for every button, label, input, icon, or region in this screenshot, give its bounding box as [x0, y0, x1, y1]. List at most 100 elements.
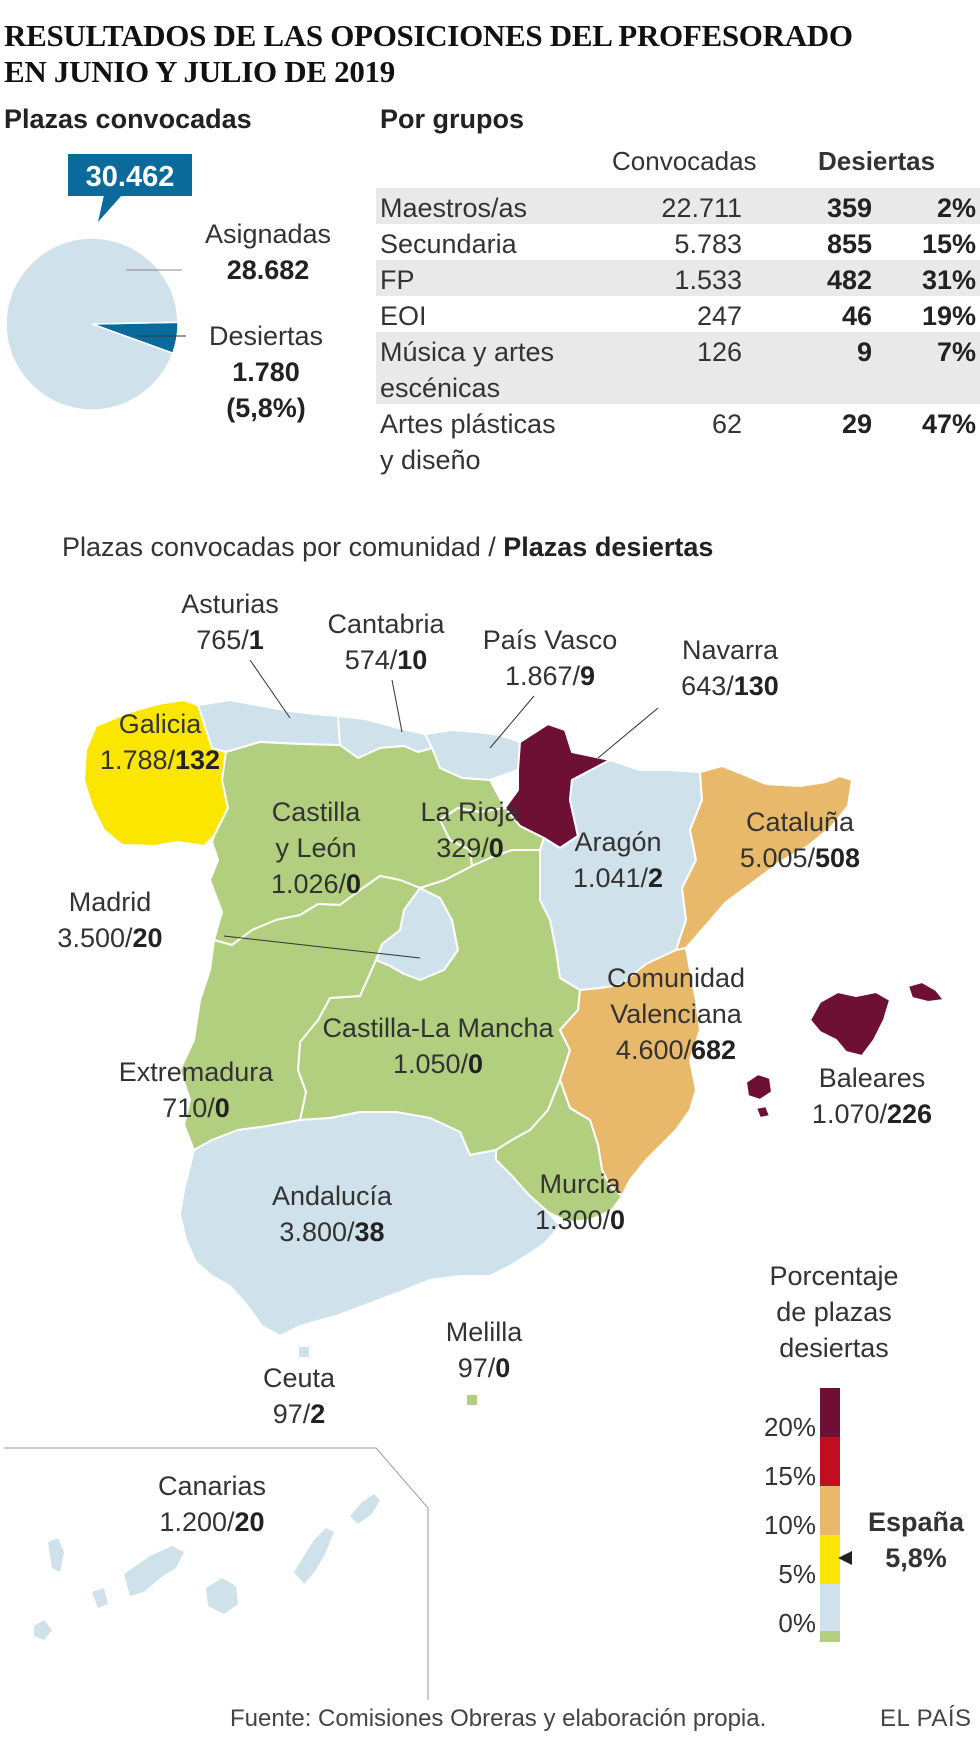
spain-marker-value: 5,8% — [885, 1543, 947, 1573]
region-conv: 1.200 — [159, 1507, 227, 1537]
table-row: EOI 247 46 19% — [376, 296, 980, 332]
row-convocadas: 22.711 — [661, 193, 742, 223]
region-conv: 97 — [457, 1353, 488, 1383]
region-name: Castilla — [271, 797, 361, 827]
leader-pais-vasco — [489, 695, 535, 749]
region-des: 682 — [691, 1035, 737, 1065]
region-des: 2 — [648, 863, 664, 893]
region-name: País Vasco — [482, 625, 618, 655]
region-murcia — [495, 1079, 623, 1223]
label-asturias: Asturias 765/1 — [150, 586, 310, 658]
label-valencia: Comunidad Valenciana 4.600/682 — [584, 960, 768, 1068]
region-des: 226 — [887, 1099, 933, 1129]
row-desiertas: 29 — [841, 409, 872, 439]
region-name: Cantabria — [327, 609, 445, 639]
legend-swatch-5-10 — [820, 1535, 840, 1584]
label-aragon: Aragón 1.041/2 — [548, 824, 688, 896]
label-murcia: Murcia 1.300/0 — [510, 1166, 650, 1238]
row-desiertas: 46 — [841, 301, 872, 331]
leader-asturias — [249, 659, 291, 719]
region-des: 0 — [610, 1205, 626, 1235]
region-conv: 643 — [681, 671, 727, 701]
region-conv: 97 — [272, 1399, 303, 1429]
canarias-fuerteventura — [294, 1528, 334, 1584]
region-name: Extremadura — [118, 1057, 274, 1087]
row-convocadas: 126 — [696, 337, 742, 367]
region-conv: 3.500 — [57, 923, 125, 953]
row-group-line2: escénicas — [380, 373, 501, 403]
canarias-hierro — [48, 1538, 64, 1572]
table-row: Música y artes escénicas 126 9 7% — [376, 332, 980, 404]
source-note: Fuente: Comisiones Obreras y elaboración… — [230, 1705, 767, 1732]
table-row: Artes plásticas y diseño 62 29 47% — [376, 404, 980, 476]
region-des: 2 — [310, 1399, 326, 1429]
region-des: 38 — [354, 1217, 385, 1247]
desiertas-pct: (5,8%) — [226, 393, 306, 423]
region-des: 0 — [346, 869, 362, 899]
row-desiertas: 855 — [826, 229, 872, 259]
map-leaders — [223, 659, 659, 959]
label-cantabria: Cantabria 574/10 — [306, 606, 466, 678]
region-extremadura — [179, 875, 421, 1151]
spain-map — [34, 699, 945, 1640]
region-name: Galicia — [118, 709, 202, 739]
row-pct: 47% — [921, 409, 976, 439]
region-conv: 710 — [162, 1093, 208, 1123]
row-group-line2: y diseño — [380, 445, 481, 475]
row-convocadas: 247 — [696, 301, 742, 331]
label-cataluna: Cataluña 5.005/508 — [712, 804, 888, 876]
label-pais-vasco: País Vasco 1.867/9 — [460, 622, 640, 694]
label-melilla: Melilla 97/0 — [424, 1314, 544, 1386]
row-group: Artes plásticas — [380, 409, 556, 439]
label-castilla-la-mancha: Castilla-La Mancha 1.050/0 — [300, 1010, 576, 1082]
legend-swatch-20-plus — [820, 1388, 840, 1437]
col-convocadas: Convocadas — [612, 146, 757, 176]
region-name: Murcia — [539, 1169, 621, 1199]
region-des: 0 — [495, 1353, 511, 1383]
canarias-frame — [4, 1447, 429, 1700]
region-name: Canarias — [157, 1471, 267, 1501]
map-heading-normal: Plazas convocadas por comunidad / — [62, 532, 504, 562]
region-name: Melilla — [445, 1317, 523, 1347]
row-group: FP — [380, 265, 415, 295]
total-badge-box — [68, 154, 192, 196]
region-des: 1 — [248, 625, 264, 655]
region-name: Comunidad — [606, 963, 746, 993]
row-group: Maestros/as — [380, 193, 528, 223]
region-melilla — [465, 1393, 479, 1407]
legend-bar — [820, 1388, 840, 1642]
region-name: Andalucía — [271, 1181, 393, 1211]
table-row: Secundaria 5.783 855 15% — [376, 224, 980, 260]
label-extremadura: Extremadura 710/0 — [108, 1054, 284, 1126]
title-line-2: EN JUNIO Y JULIO DE 2019 — [4, 54, 395, 89]
row-pct: 15% — [921, 229, 976, 259]
row-group: EOI — [380, 301, 427, 331]
region-name-line2: Valenciana — [610, 999, 742, 1029]
region-name: Baleares — [818, 1063, 926, 1093]
row-desiertas: 359 — [826, 193, 872, 223]
legend-tick-15: 15% — [763, 1461, 816, 1491]
region-canarias — [34, 1494, 380, 1640]
row-convocadas: 5.783 — [674, 229, 742, 259]
region-mallorca — [809, 991, 891, 1057]
spain-marker-name: España — [867, 1507, 965, 1537]
region-conv: 3.800 — [279, 1217, 347, 1247]
label-navarra: Navarra 643/130 — [640, 632, 820, 704]
label-andalucia: Andalucía 3.800/38 — [252, 1178, 412, 1250]
leader-madrid — [223, 935, 421, 959]
region-name: Madrid — [68, 887, 152, 917]
row-pct: 2% — [936, 193, 976, 223]
desiertas-label: Desiertas 1.780 (5,8%) — [192, 318, 340, 426]
map-heading: Plazas convocadas por comunidad / Plazas… — [62, 532, 713, 563]
label-canarias: Canarias 1.200/20 — [132, 1468, 292, 1540]
region-des: 10 — [397, 645, 428, 675]
pie-chart — [5, 237, 179, 411]
region-name: Navarra — [681, 635, 779, 665]
title-line-1: RESULTADOS DE LAS OPOSICIONES DEL PROFES… — [4, 18, 853, 53]
legend-tick-10: 10% — [763, 1510, 816, 1540]
region-name: Aragón — [574, 827, 662, 857]
table-heading: Por grupos — [380, 104, 525, 134]
row-pct: 7% — [936, 337, 976, 367]
col-desiertas: Desiertas — [818, 146, 936, 176]
region-conv: 1.788 — [99, 745, 168, 775]
